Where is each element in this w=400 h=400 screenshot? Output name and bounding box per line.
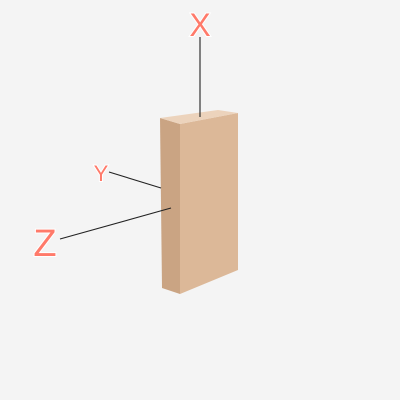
axis-y-indicator: Y	[93, 160, 162, 189]
box-side-face	[160, 118, 180, 294]
box-front-face	[180, 113, 238, 294]
box-3d	[160, 110, 238, 294]
axis-y-leader-line	[108, 171, 162, 189]
axis-x-indicator: X	[188, 6, 212, 117]
axis-z-label: Z	[33, 223, 56, 265]
axis-x-label: X	[189, 7, 210, 43]
box-top-face	[160, 110, 238, 124]
axis-z-leader-line	[59, 207, 172, 240]
axis-z-indicator: Z	[32, 207, 172, 266]
axis-y-label: Y	[94, 161, 109, 186]
